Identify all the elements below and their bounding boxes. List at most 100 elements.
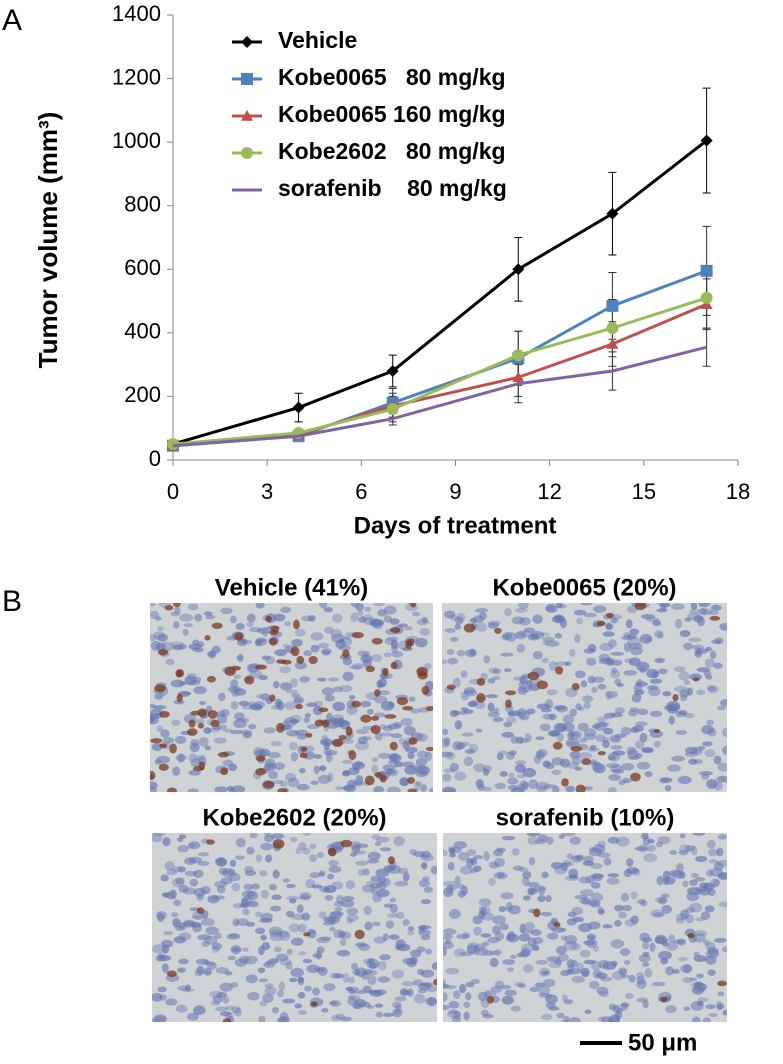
cell [352,1000,362,1010]
cell [375,1011,383,1018]
cell [371,619,384,630]
cell [418,927,426,936]
cell [718,901,727,908]
cell [376,889,390,898]
cell [385,920,395,929]
cell [230,615,237,624]
cell [487,622,499,629]
cell [460,885,468,896]
cell [443,737,451,747]
cell [274,946,282,953]
cell [578,922,592,933]
cell [693,951,700,957]
cell [339,637,353,646]
cell [608,639,617,648]
stained-cell [234,632,244,641]
cell [701,725,714,735]
cell [454,616,464,625]
cell [664,785,672,792]
cell [519,780,528,790]
cell [230,701,239,710]
cell [290,836,298,843]
cell [454,771,467,781]
cell [215,967,229,974]
stained-cell [308,655,318,665]
cell [446,648,455,655]
cell [231,882,241,892]
cell [522,767,537,778]
cell [446,1010,461,1019]
cell [689,902,703,913]
cell [302,833,311,836]
cell [717,705,726,711]
cell [657,632,664,639]
cell [609,734,621,743]
stained-cell [555,666,564,675]
cell [470,978,480,984]
cell [556,603,563,609]
cell [331,714,344,723]
cell [332,701,346,712]
cell [622,904,632,912]
cell [296,783,310,791]
cell [245,974,258,984]
cell [237,653,244,663]
legend-label: Vehicle [278,27,357,53]
cell [453,948,466,958]
cell [598,658,613,665]
cell [465,748,476,755]
cell [523,627,536,633]
stained-cell [717,980,727,987]
stained-cell [187,728,198,736]
cell [580,680,588,688]
cell [698,745,706,751]
cell [394,996,407,1002]
cell [363,905,372,916]
cell [231,785,246,792]
scale-bar-label: 50 μm [628,1029,697,1056]
cell [506,751,516,760]
cell [551,769,562,776]
cell [205,961,216,966]
cell [568,1016,581,1022]
cell [626,746,637,755]
cell [534,982,545,988]
stained-cell [581,758,591,765]
cell [634,846,648,851]
cell [346,918,354,924]
cell [688,637,702,643]
cell [279,666,291,674]
cell [582,695,594,703]
cell [316,946,325,954]
cell [378,752,391,759]
cell [597,683,607,690]
cell [575,855,584,860]
cell [371,834,381,840]
cell [497,750,509,755]
cell [152,705,167,710]
cell [200,918,215,926]
cell [294,698,303,703]
cell [565,969,575,975]
cell [573,609,587,616]
cell [443,1004,450,1011]
cell [442,773,452,782]
cell [415,764,429,774]
cell [402,872,410,882]
cell [502,959,516,965]
cell [189,878,199,887]
cell [675,730,688,735]
cell [519,923,526,934]
stained-cell [244,675,255,685]
cell [424,930,431,936]
cell [706,685,717,692]
cell [526,881,540,888]
cell [197,641,205,648]
cell [487,702,495,712]
cell [501,985,512,990]
stained-cell [351,700,361,708]
cell [264,986,277,996]
stained-cell [407,788,418,792]
cell [246,922,256,927]
cell [183,919,196,928]
